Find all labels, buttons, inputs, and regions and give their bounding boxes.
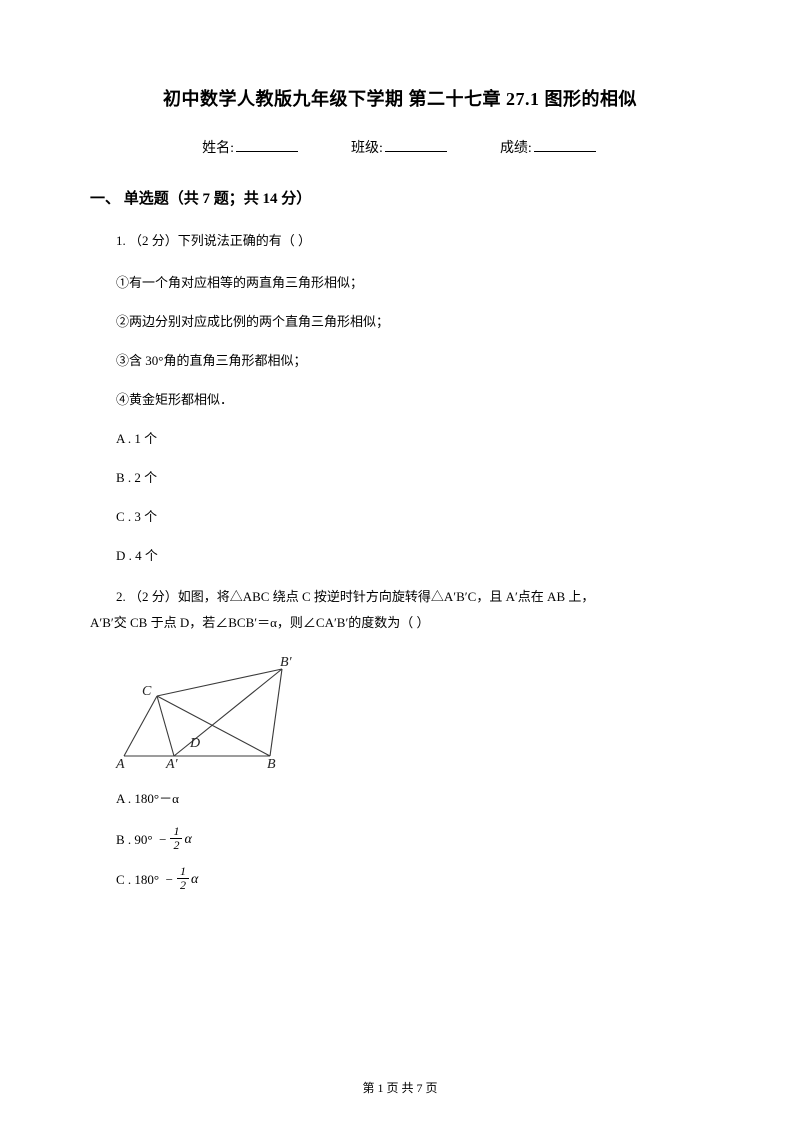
q1-option-c: C . 3 个 xyxy=(90,506,710,525)
q2-option-a: A . 180°－α xyxy=(90,788,710,807)
figure-label-c: C xyxy=(142,684,152,699)
alpha-symbol: α xyxy=(184,832,191,848)
q2-option-b-prefix: B . 90° xyxy=(116,832,153,848)
q1-stem: 1. （2 分）下列说法正确的有（ ） xyxy=(90,230,710,252)
figure-label-a: A xyxy=(115,757,125,770)
class-label: 班级: xyxy=(351,141,383,156)
q1-statement-4: ④黄金矩形都相似． xyxy=(90,389,710,408)
q2-stem-line1: 2. （2 分）如图，将△ABC 绕点 C 按逆时针方向旋转得△A′B′C，且 … xyxy=(116,589,594,604)
section-1-head: 一、 单选题（共 7 题；共 14 分） xyxy=(90,187,710,208)
figure-label-bprime: B′ xyxy=(280,655,293,670)
q1-option-b: B . 2 个 xyxy=(90,467,710,486)
name-blank[interactable] xyxy=(236,137,298,152)
q2-option-c: C . 180° − 1 2 α xyxy=(90,867,710,893)
q2-stem: 2. （2 分）如图，将△ABC 绕点 C 按逆时针方向旋转得△A′B′C，且 … xyxy=(90,584,710,636)
minus-sign-icon: − xyxy=(166,872,173,888)
score-label: 成绩: xyxy=(500,141,532,156)
fraction-one-half-icon: 1 2 xyxy=(177,865,189,891)
q1-option-d: D . 4 个 xyxy=(90,545,710,564)
q2-stem-line2: A′B′交 CB 于点 D，若∠BCB′＝α，则∠CA′B′的度数为（ ） xyxy=(90,615,430,630)
fraction-numerator: 1 xyxy=(177,865,189,879)
q1-statement-3: ③含 30°角的直角三角形都相似； xyxy=(90,350,710,369)
minus-sign-icon: − xyxy=(159,832,166,848)
page-footer: 第 1 页 共 7 页 xyxy=(0,1079,800,1096)
fraction-denominator: 2 xyxy=(177,879,189,892)
fraction-denominator: 2 xyxy=(170,839,182,852)
fraction-one-half-icon: 1 2 xyxy=(170,825,182,851)
score-blank[interactable] xyxy=(534,137,596,152)
figure-label-d: D xyxy=(189,736,200,751)
figure-label-aprime: A′ xyxy=(165,757,179,770)
student-info-line: 姓名: 班级: 成绩: xyxy=(90,137,710,157)
fraction-numerator: 1 xyxy=(170,825,182,839)
q2-option-b: B . 90° − 1 2 α xyxy=(90,827,710,853)
class-blank[interactable] xyxy=(385,137,447,152)
q2-figure: A A′ B C B′ D xyxy=(112,652,710,770)
q1-statement-2: ②两边分别对应成比例的两个直角三角形相似； xyxy=(90,311,710,330)
name-label: 姓名: xyxy=(202,141,234,156)
page-title: 初中数学人教版九年级下学期 第二十七章 27.1 图形的相似 xyxy=(90,85,710,111)
q1-statement-1: ①有一个角对应相等的两直角三角形相似； xyxy=(90,272,710,291)
q1-option-a: A . 1 个 xyxy=(90,428,710,447)
q2-option-c-prefix: C . 180° xyxy=(116,872,159,888)
figure-label-b: B xyxy=(267,757,276,770)
alpha-symbol: α xyxy=(191,872,198,888)
